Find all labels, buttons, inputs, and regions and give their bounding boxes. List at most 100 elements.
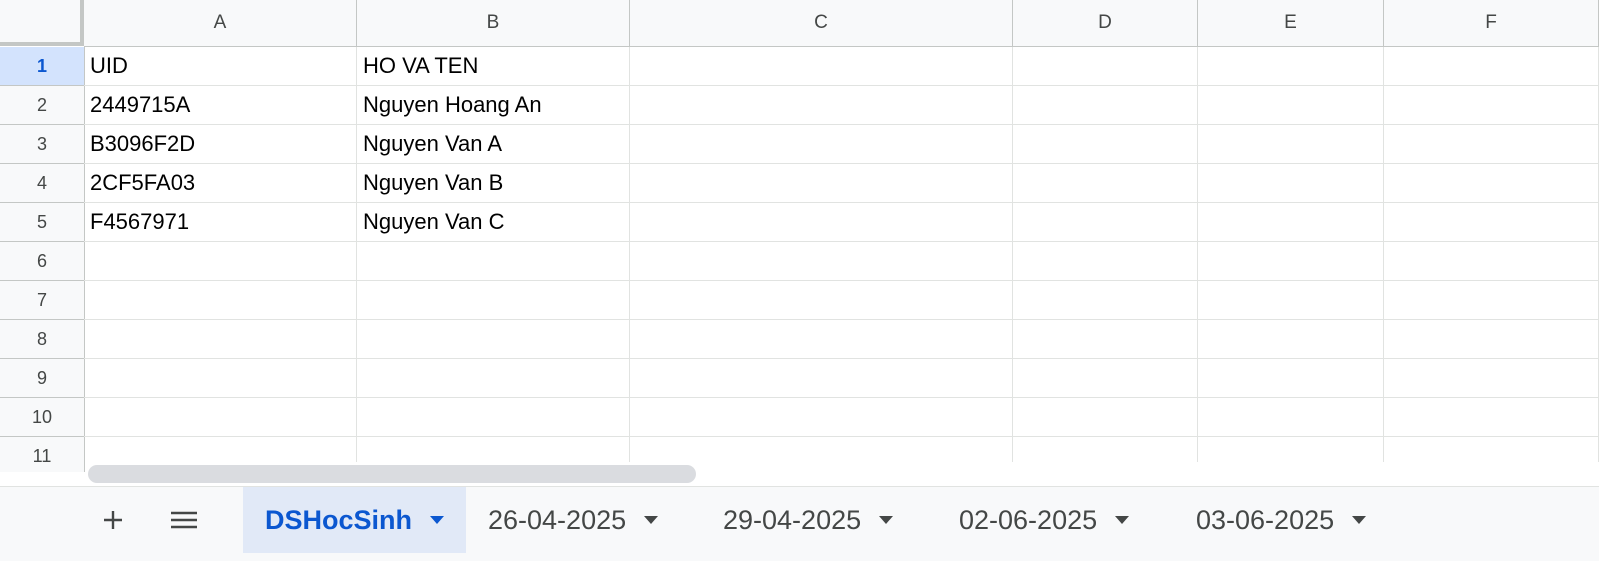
row-header-11[interactable]: 11 — [0, 437, 85, 472]
caret-down-icon[interactable] — [1352, 516, 1367, 524]
tab-dshocsinh[interactable]: DSHocSinh — [243, 487, 466, 553]
cell-c8[interactable] — [630, 320, 1013, 359]
cell-c3[interactable] — [630, 125, 1013, 164]
cell-e9[interactable] — [1198, 359, 1384, 398]
horizontal-scrollbar-thumb[interactable] — [88, 465, 696, 483]
caret-down-icon[interactable] — [879, 516, 894, 524]
cell-e3[interactable] — [1198, 125, 1384, 164]
cell-b7[interactable] — [357, 281, 630, 320]
cell-c1[interactable] — [630, 47, 1013, 86]
cell-c10[interactable] — [630, 398, 1013, 437]
cell-b10[interactable] — [357, 398, 630, 437]
cell-a8[interactable] — [84, 320, 357, 359]
cell-a2[interactable]: 2449715A — [84, 86, 357, 125]
cell-d1[interactable] — [1013, 47, 1198, 86]
cell-c6[interactable] — [630, 242, 1013, 281]
cell-a4[interactable]: 2CF5FA03 — [84, 164, 357, 203]
cell-b11[interactable] — [357, 437, 630, 472]
cell-c9[interactable] — [630, 359, 1013, 398]
cell-f5[interactable] — [1384, 203, 1599, 242]
cell-b3[interactable]: Nguyen Van A — [357, 125, 630, 164]
cell-f6[interactable] — [1384, 242, 1599, 281]
cell-a7[interactable] — [84, 281, 357, 320]
cell-e7[interactable] — [1198, 281, 1384, 320]
cell-a3[interactable]: B3096F2D — [84, 125, 357, 164]
row-header-4[interactable]: 4 — [0, 164, 85, 203]
select-all-corner[interactable] — [0, 0, 84, 46]
cell-d4[interactable] — [1013, 164, 1198, 203]
cell-e10[interactable] — [1198, 398, 1384, 437]
cell-a5[interactable]: F4567971 — [84, 203, 357, 242]
column-header-b[interactable]: B — [357, 0, 630, 47]
column-header-e[interactable]: E — [1198, 0, 1384, 47]
cell-f3[interactable] — [1384, 125, 1599, 164]
cell-b2[interactable]: Nguyen Hoang An — [357, 86, 630, 125]
cell-e11[interactable] — [1198, 437, 1384, 472]
cell-f7[interactable] — [1384, 281, 1599, 320]
add-sheet-button[interactable] — [91, 487, 135, 553]
cell-b9[interactable] — [357, 359, 630, 398]
cell-d9[interactable] — [1013, 359, 1198, 398]
cell-c2[interactable] — [630, 86, 1013, 125]
cell-a11[interactable] — [84, 437, 357, 472]
cell-d3[interactable] — [1013, 125, 1198, 164]
cell-e5[interactable] — [1198, 203, 1384, 242]
cell-c11[interactable] — [630, 437, 1013, 472]
tab-02-06-2025[interactable]: 02-06-2025 — [937, 487, 1174, 553]
cell-b6[interactable] — [357, 242, 630, 281]
cell-e2[interactable] — [1198, 86, 1384, 125]
cell-d7[interactable] — [1013, 281, 1198, 320]
caret-down-icon[interactable] — [1115, 516, 1130, 524]
tab-26-04-2025[interactable]: 26-04-2025 — [466, 487, 701, 553]
cell-f10[interactable] — [1384, 398, 1599, 437]
cell-e4[interactable] — [1198, 164, 1384, 203]
tab-label: DSHocSinh — [265, 504, 413, 535]
row-header-10[interactable]: 10 — [0, 398, 85, 437]
cell-d11[interactable] — [1013, 437, 1198, 472]
cell-f9[interactable] — [1384, 359, 1599, 398]
cell-f4[interactable] — [1384, 164, 1599, 203]
tab-03-06-2025[interactable]: 03-06-2025 — [1174, 487, 1408, 553]
cell-d8[interactable] — [1013, 320, 1198, 359]
cell-b8[interactable] — [357, 320, 630, 359]
cell-e8[interactable] — [1198, 320, 1384, 359]
cell-d2[interactable] — [1013, 86, 1198, 125]
cell-c7[interactable] — [630, 281, 1013, 320]
cell-b4[interactable]: Nguyen Van B — [357, 164, 630, 203]
cell-c5[interactable] — [630, 203, 1013, 242]
column-header-a[interactable]: A — [84, 0, 357, 47]
cell-a1[interactable]: UID — [84, 47, 357, 86]
cell-d5[interactable] — [1013, 203, 1198, 242]
caret-down-icon[interactable] — [644, 516, 659, 524]
all-sheets-button[interactable] — [162, 487, 206, 553]
cell-d6[interactable] — [1013, 242, 1198, 281]
tab-label: 02-06-2025 — [959, 504, 1098, 535]
row-header-6[interactable]: 6 — [0, 242, 85, 281]
cell-b1[interactable]: HO VA TEN — [357, 47, 630, 86]
tab-label: 26-04-2025 — [488, 504, 627, 535]
cell-f1[interactable] — [1384, 47, 1599, 86]
tab-29-04-2025[interactable]: 29-04-2025 — [701, 487, 937, 553]
row-header-3[interactable]: 3 — [0, 125, 85, 164]
caret-down-icon[interactable] — [430, 516, 445, 524]
cell-a10[interactable] — [84, 398, 357, 437]
column-header-d[interactable]: D — [1013, 0, 1198, 47]
column-header-f[interactable]: F — [1384, 0, 1599, 47]
row-header-8[interactable]: 8 — [0, 320, 85, 359]
cell-e1[interactable] — [1198, 47, 1384, 86]
row-header-2[interactable]: 2 — [0, 86, 85, 125]
tab-label: 29-04-2025 — [723, 504, 862, 535]
row-header-5[interactable]: 5 — [0, 203, 85, 242]
cell-c4[interactable] — [630, 164, 1013, 203]
cell-a9[interactable] — [84, 359, 357, 398]
cell-b5[interactable]: Nguyen Van C — [357, 203, 630, 242]
cell-e6[interactable] — [1198, 242, 1384, 281]
row-header-1[interactable]: 1 — [0, 47, 85, 86]
column-header-c[interactable]: C — [630, 0, 1013, 47]
row-header-9[interactable]: 9 — [0, 359, 85, 398]
cell-f8[interactable] — [1384, 320, 1599, 359]
cell-a6[interactable] — [84, 242, 357, 281]
cell-f2[interactable] — [1384, 86, 1599, 125]
row-header-7[interactable]: 7 — [0, 281, 85, 320]
cell-d10[interactable] — [1013, 398, 1198, 437]
